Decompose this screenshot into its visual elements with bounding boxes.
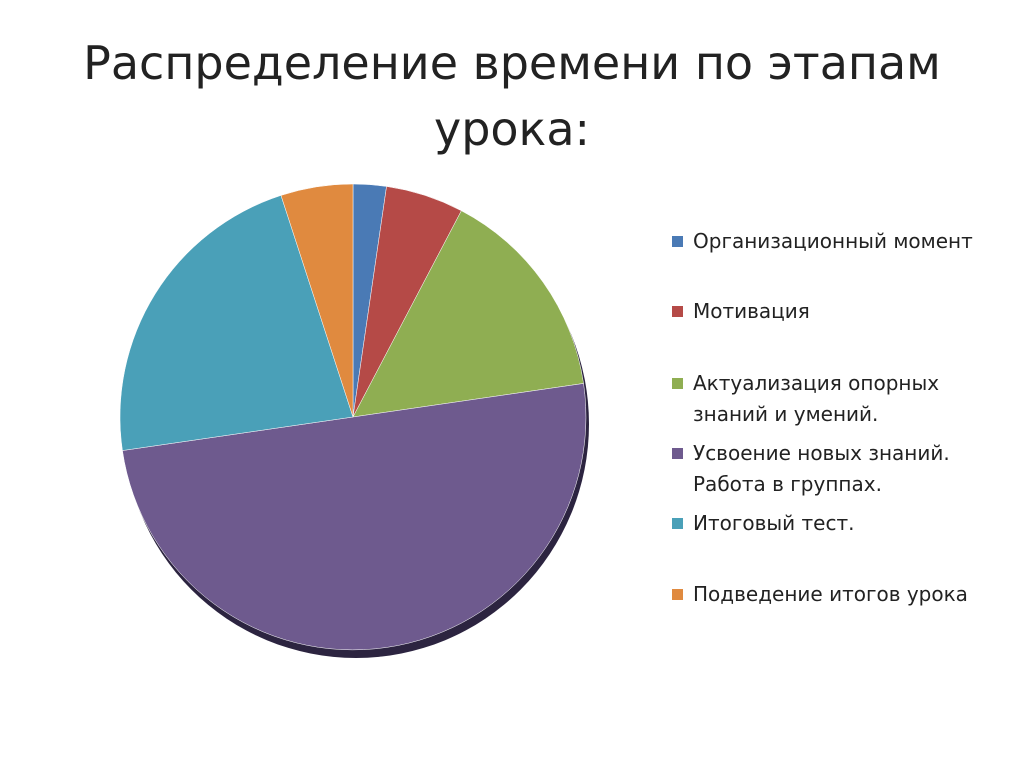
legend-item: Организационный момент xyxy=(672,226,978,257)
pie-slice xyxy=(119,195,354,451)
pie-slice xyxy=(122,383,587,650)
legend-swatch xyxy=(672,448,683,459)
legend-swatch xyxy=(672,306,683,317)
legend-label: Итоговый тест. xyxy=(693,511,855,535)
legend-swatch xyxy=(672,236,683,247)
pie-slice xyxy=(352,210,584,418)
legend-swatch xyxy=(672,589,683,600)
legend-swatch xyxy=(672,518,683,529)
chart-title: Распределение времени по этапам урока: xyxy=(83,36,941,156)
pie-slice xyxy=(280,183,354,418)
legend-item: Итоговый тест. xyxy=(672,508,978,539)
chart xyxy=(119,183,589,658)
legend-item: Мотивация xyxy=(672,296,978,327)
legend-swatch xyxy=(672,378,683,389)
legend-item: Усвоение новых знаний. Работа в группах. xyxy=(672,438,978,500)
legend-label: Подведение итогов урока xyxy=(693,582,968,606)
legend-label: Мотивация xyxy=(693,299,810,323)
legend-label: Организационный момент xyxy=(693,229,973,253)
legend-item: Подведение итогов урока xyxy=(672,579,978,610)
legend-label: Актуализация опорных знаний и умений. xyxy=(693,371,940,426)
legend-label: Усвоение новых знаний. Работа в группах. xyxy=(693,441,950,496)
legend-item: Актуализация опорных знаний и умений. xyxy=(672,368,978,430)
